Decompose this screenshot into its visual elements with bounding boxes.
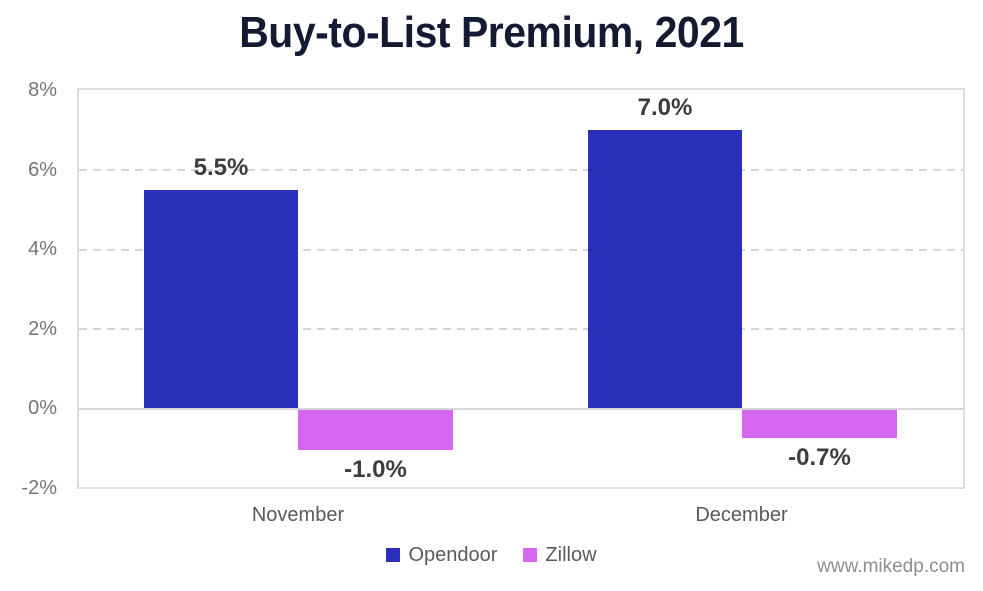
bar-zillow-december bbox=[742, 410, 897, 438]
y-axis-tick-8: 8% bbox=[28, 79, 57, 101]
gridline-6pct bbox=[79, 169, 963, 171]
value-label-opendoor-november: 5.5% bbox=[193, 154, 249, 181]
legend-label-opendoor: Opendoor bbox=[408, 544, 498, 566]
y-axis-tick-6: 6% bbox=[28, 159, 57, 181]
y-axis-tick-0: 0% bbox=[28, 397, 57, 419]
y-axis-tick-neg2: -2% bbox=[21, 477, 57, 499]
bar-opendoor-december bbox=[588, 130, 742, 408]
legend-item-opendoor: Opendoor bbox=[386, 545, 497, 565]
value-label-zillow-november: -1.0% bbox=[344, 456, 407, 483]
legend-swatch-opendoor bbox=[386, 548, 401, 562]
zero-baseline bbox=[79, 408, 963, 410]
watermark-text: www.mikedp.com bbox=[817, 556, 965, 577]
gridline-2pct bbox=[79, 328, 963, 330]
legend-swatch-zillow bbox=[523, 548, 538, 562]
bar-opendoor-november bbox=[144, 190, 298, 408]
gridline-4pct bbox=[79, 249, 963, 251]
value-label-zillow-december: -0.7% bbox=[788, 444, 851, 471]
legend-item-zillow: Zillow bbox=[523, 544, 597, 566]
bar-zillow-november bbox=[298, 410, 453, 450]
legend-label-zillow: Zillow bbox=[545, 544, 597, 566]
legend: Opendoor Zillow bbox=[0, 545, 983, 565]
x-axis-label-december: December bbox=[695, 504, 788, 526]
y-axis-tick-2: 2% bbox=[28, 318, 57, 340]
x-axis-label-november: November bbox=[251, 504, 345, 526]
value-label-opendoor-december: 7.0% bbox=[637, 94, 693, 121]
plot-area: 5.5% -1.0% 7.0% -0.7% bbox=[77, 88, 965, 489]
chart-title: Buy-to-List Premium, 2021 bbox=[239, 8, 744, 57]
y-axis-tick-4: 4% bbox=[28, 238, 57, 260]
